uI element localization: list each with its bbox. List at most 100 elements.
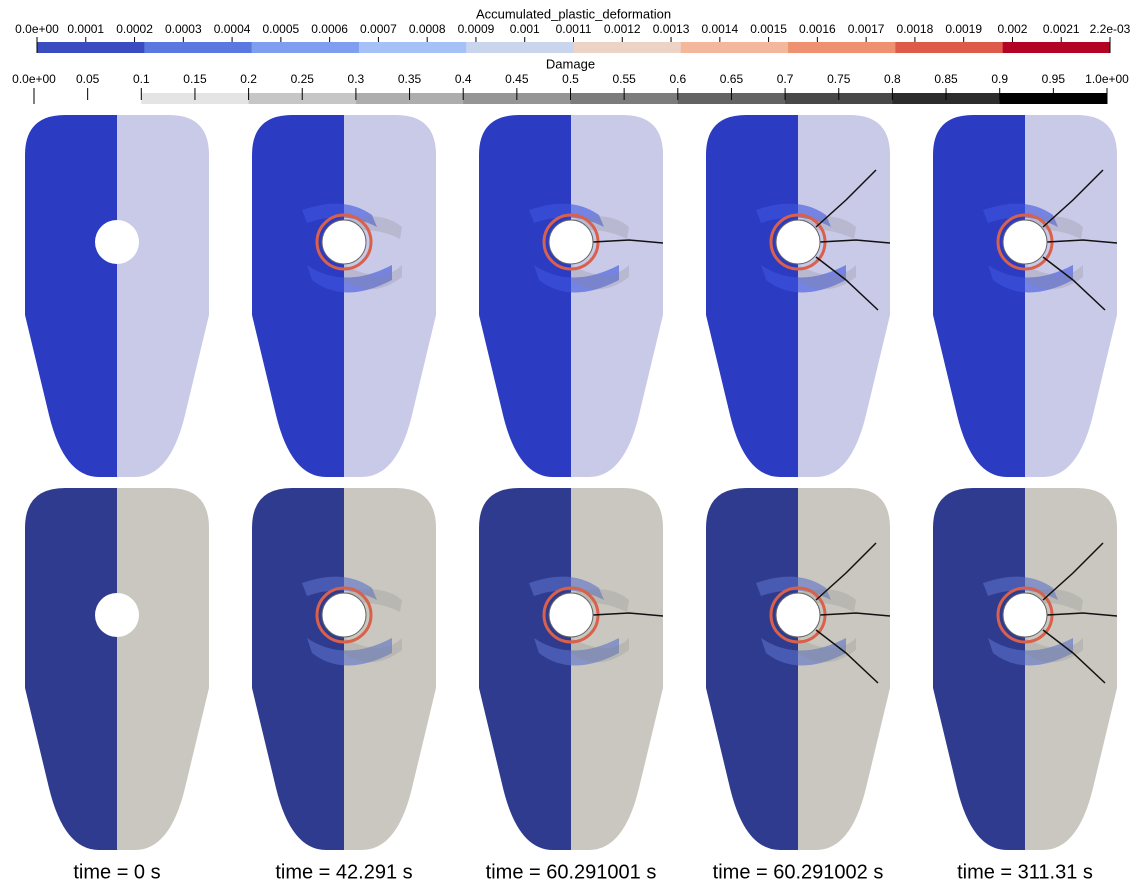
right-half [571,488,663,850]
hole [549,593,593,637]
tick-label: 2.2e-03 [1090,22,1131,36]
tick-label: 0.45 [505,72,529,86]
time-caption: time = 311.31 s [957,861,1093,883]
tick-label: 0.0011 [556,22,592,36]
tick-label: 0.0001 [67,22,104,36]
hole [549,220,593,264]
left-half [252,115,344,477]
tick-label: 0.0017 [848,22,885,36]
right-half [571,115,663,477]
tick-label: 0.05 [76,72,100,86]
colorbar-segment [37,42,145,53]
panel [706,488,890,850]
tick-label: 0.3 [348,72,365,86]
tick-label: 0.0e+00 [15,22,59,36]
tick-label: 0.0006 [311,22,348,36]
hole [95,593,139,637]
tick-label: 0.2 [240,72,257,86]
tick-label: 1.0e+00 [1085,72,1129,86]
colorbar-segment [359,42,467,53]
tick-label: 0.0018 [897,22,934,36]
time-caption: time = 0 s [73,861,160,883]
left-half [25,115,117,477]
tick-label: 0.1 [133,72,150,86]
colorbar-segment [144,42,252,53]
hole [322,593,366,637]
left-half [479,115,571,477]
panel [252,115,436,477]
tick-label: 0.0008 [409,22,446,36]
hole [1003,593,1047,637]
figure: Accumulated_plastic_deformation 0.0e+00 0.… [0,0,1138,887]
tick-label: 0.0007 [360,22,397,36]
panel [252,488,436,850]
colorbar-segment [466,42,574,53]
tick-label: 0.7 [777,72,794,86]
right-half [344,488,436,850]
panel [933,488,1117,850]
tick-label: 0.0021 [1043,22,1080,36]
tick-label: 0.0012 [604,22,641,36]
colorbar-title: Damage [546,56,595,71]
right-half [117,115,209,477]
tick-label: 0.95 [1042,72,1066,86]
tick-label: 0.8 [884,72,901,86]
left-half [933,115,1025,477]
tick-label: 0.001 [510,22,540,36]
tick-label: 0.0004 [214,22,251,36]
tick-label: 0.9 [991,72,1008,86]
tick-label: 0.0019 [945,22,982,36]
tick-label: 0.0013 [653,22,690,36]
panel [706,115,890,477]
hole [776,593,820,637]
time-caption: time = 60.291002 s [713,861,884,883]
right-half [1025,115,1117,477]
tick-label: 0.0005 [263,22,300,36]
tick-label: 0.35 [398,72,422,86]
tick-label: 0.15 [183,72,207,86]
hole [95,220,139,264]
left-half [706,115,798,477]
right-half [1025,488,1117,850]
left-half [479,488,571,850]
tick-label: 0.0002 [116,22,153,36]
time-caption: time = 42.291 s [275,861,412,883]
hole [322,220,366,264]
panel [933,115,1117,477]
tick-label: 0.0009 [458,22,495,36]
hole [1003,220,1047,264]
colorbar-segment [895,42,1003,53]
colorbar-segment [681,42,789,53]
colorbar-title: Accumulated_plastic_deformation [476,6,671,21]
panel [25,115,209,477]
right-half [117,488,209,850]
tick-label: 0.0015 [750,22,787,36]
tick-label: 0.75 [827,72,851,86]
tick-label: 0.4 [455,72,472,86]
tick-label: 0.25 [291,72,315,86]
tick-label: 0.0014 [701,22,738,36]
colorbar-segment [788,42,896,53]
colorbar-segment [574,42,682,53]
tick-label: 0.002 [997,22,1027,36]
tick-label: 0.0003 [165,22,202,36]
time-caption: time = 60.291001 s [486,861,657,883]
colorbar-segment [1003,42,1111,53]
tick-label: 0.5 [562,72,579,86]
tick-label: 0.65 [720,72,744,86]
panel [25,488,209,850]
panel [479,115,663,477]
tick-label: 0.0016 [799,22,836,36]
tick-label: 0.55 [612,72,636,86]
left-half [252,488,344,850]
tick-label: 0.0e+00 [12,72,56,86]
left-half [706,488,798,850]
tick-label: 0.85 [934,72,958,86]
right-half [798,115,890,477]
right-half [344,115,436,477]
colorbar-segment [252,42,360,53]
tick-label: 0.6 [669,72,686,86]
panel [479,488,663,850]
right-half [798,488,890,850]
hole [776,220,820,264]
